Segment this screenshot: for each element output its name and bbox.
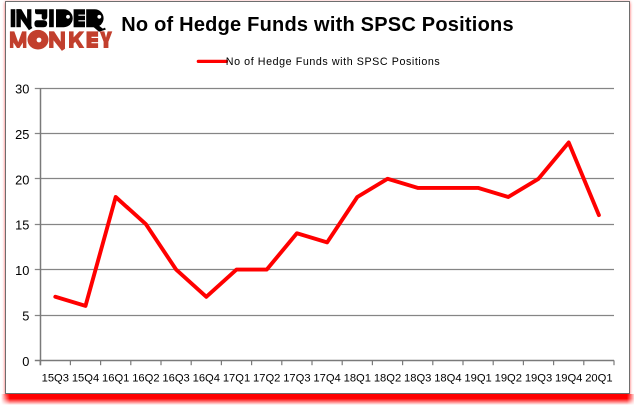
svg-text:17Q2: 17Q2 [253,373,280,385]
svg-text:No of Hedge Funds with SPSC Po: No of Hedge Funds with SPSC Positions [226,56,441,68]
svg-text:19Q2: 19Q2 [495,373,522,385]
svg-text:18Q1: 18Q1 [344,373,371,385]
svg-text:17Q3: 17Q3 [283,373,310,385]
svg-text:16Q1: 16Q1 [102,373,129,385]
svg-text:0: 0 [22,354,29,369]
svg-text:15Q4: 15Q4 [72,373,99,385]
svg-text:15: 15 [15,218,29,233]
svg-text:15Q3: 15Q3 [42,373,69,385]
svg-text:19Q4: 19Q4 [555,373,582,385]
svg-text:18Q3: 18Q3 [404,373,431,385]
svg-text:19Q3: 19Q3 [525,373,552,385]
svg-text:25: 25 [15,127,29,142]
svg-text:17Q4: 17Q4 [313,373,340,385]
svg-text:20: 20 [15,172,29,187]
svg-text:5: 5 [22,309,29,324]
svg-text:16Q4: 16Q4 [193,373,220,385]
svg-text:10: 10 [15,263,29,278]
svg-text:19Q1: 19Q1 [464,373,491,385]
svg-text:17Q1: 17Q1 [223,373,250,385]
svg-text:16Q3: 16Q3 [162,373,189,385]
svg-text:18Q2: 18Q2 [374,373,401,385]
svg-text:30: 30 [15,82,29,97]
svg-text:18Q4: 18Q4 [434,373,461,385]
svg-text:16Q2: 16Q2 [132,373,159,385]
svg-text:20Q1: 20Q1 [585,373,612,385]
